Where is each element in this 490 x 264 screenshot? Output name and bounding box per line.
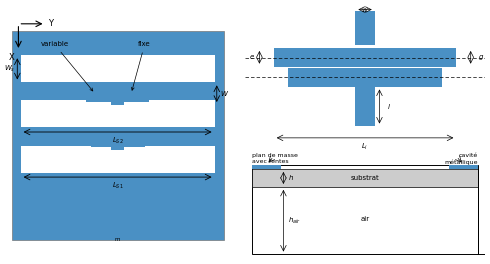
Bar <box>86 86 149 90</box>
Text: $W_s$: $W_s$ <box>4 64 15 74</box>
Bar <box>274 48 456 67</box>
Text: $g$: $g$ <box>478 53 484 62</box>
Text: plan de masse
avec fentes: plan de masse avec fentes <box>252 153 298 164</box>
Bar <box>21 55 215 82</box>
Text: m: m <box>115 237 121 242</box>
Text: air: air <box>361 216 369 221</box>
Bar <box>449 165 478 169</box>
Bar <box>86 92 149 96</box>
Bar <box>355 11 375 45</box>
Bar <box>91 137 145 141</box>
Bar <box>111 82 124 105</box>
Bar <box>252 169 478 187</box>
Bar <box>91 131 145 135</box>
Bar <box>252 165 478 254</box>
Bar <box>111 173 124 195</box>
Text: Y: Y <box>48 19 53 28</box>
Text: $l$: $l$ <box>387 102 391 111</box>
Text: substrat: substrat <box>351 175 379 181</box>
Bar <box>95 189 140 193</box>
Bar <box>111 128 124 150</box>
Bar <box>91 143 145 147</box>
Bar <box>355 87 375 126</box>
Text: cavité
métallique: cavité métallique <box>444 153 478 164</box>
Text: $L_i$: $L_i$ <box>362 142 368 152</box>
Text: X: X <box>9 53 15 62</box>
Bar <box>21 145 215 173</box>
Text: fixe: fixe <box>131 41 151 90</box>
Bar <box>252 165 281 169</box>
Text: $L_{S2}$: $L_{S2}$ <box>112 135 123 145</box>
Text: variable: variable <box>41 41 93 91</box>
Bar <box>21 100 215 128</box>
Text: $e$: $e$ <box>248 53 255 61</box>
Bar <box>86 97 149 102</box>
Text: $h_{air}$: $h_{air}$ <box>288 216 301 226</box>
Bar <box>288 68 442 87</box>
Text: $W$: $W$ <box>220 89 229 98</box>
Text: $w$: $w$ <box>361 6 369 14</box>
Text: $h$: $h$ <box>288 173 294 182</box>
Text: $L_{S1}$: $L_{S1}$ <box>112 181 123 191</box>
